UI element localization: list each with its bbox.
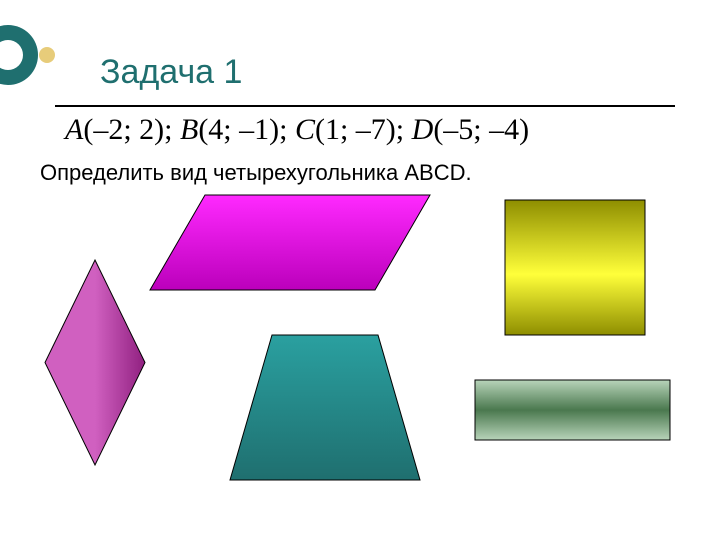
page-title: Задача 1: [100, 53, 242, 92]
point-B-coords: (4; –1);: [198, 113, 295, 146]
point-C: C: [295, 113, 315, 146]
point-D: D: [412, 113, 434, 146]
coordinates-formula: A(–2; 2); B(4; –1); C(1; –7); D(–5; –4): [65, 113, 529, 147]
shape-square: [503, 198, 647, 337]
corner-decoration: [0, 20, 70, 90]
shape-trapezoid: [228, 333, 422, 482]
point-A-coords: (–2; 2);: [83, 113, 180, 146]
point-C-coords: (1; –7);: [315, 113, 412, 146]
shape-parallelogram: [148, 193, 432, 292]
title-divider: [55, 105, 675, 107]
task-description: Определить вид четырехугольника ABCD.: [40, 160, 472, 186]
point-B: B: [180, 113, 198, 146]
point-D-coords: (–5; –4): [433, 113, 529, 146]
shapes-container: [0, 195, 720, 525]
point-A: A: [65, 113, 83, 146]
shape-rectangle: [473, 378, 672, 442]
shape-rhombus: [43, 258, 147, 467]
